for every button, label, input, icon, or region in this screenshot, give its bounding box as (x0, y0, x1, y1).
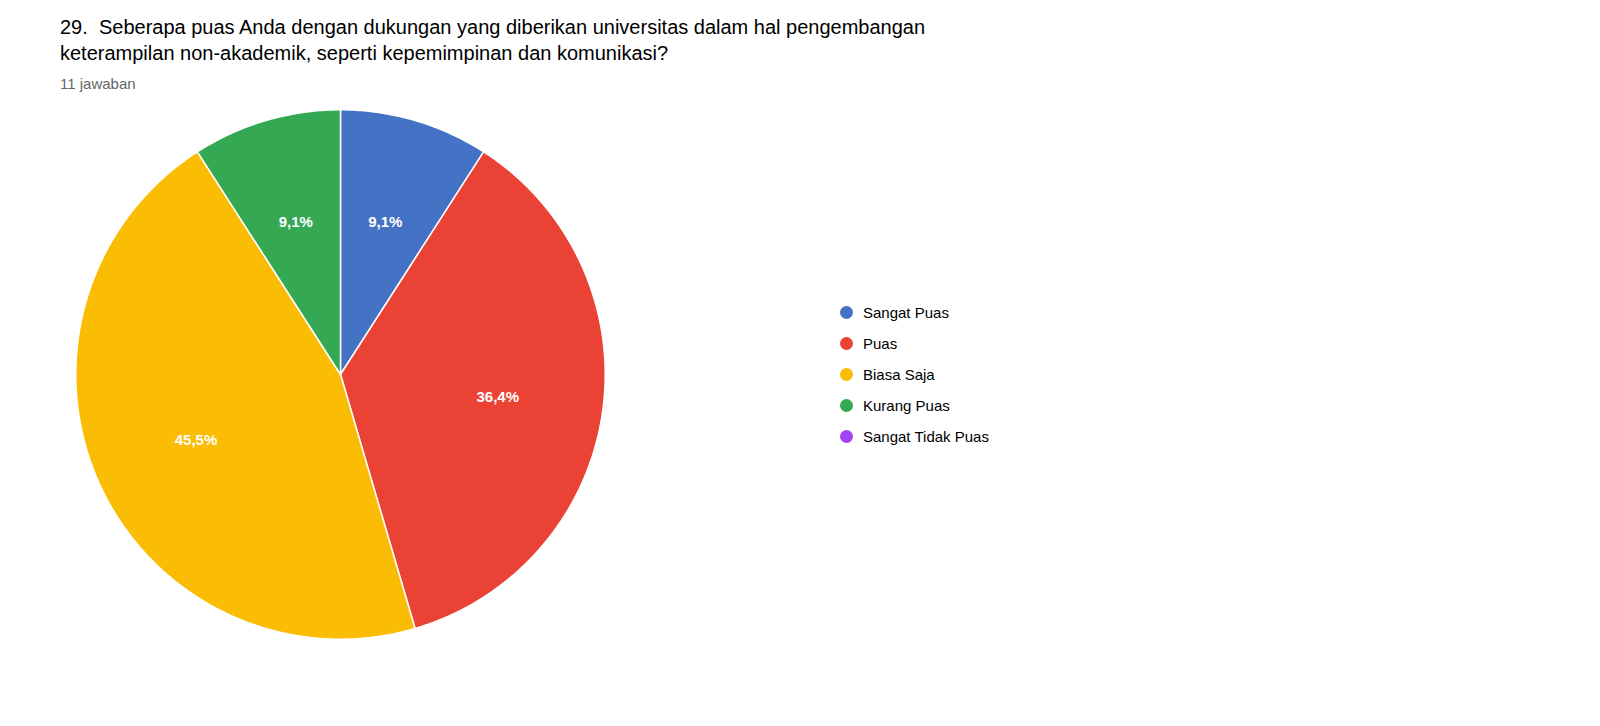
svg-text:9,1%: 9,1% (279, 213, 313, 230)
html-text:Puas: Puas (863, 334, 898, 352)
html-text:Kurang Puas: Kurang Puas (863, 396, 950, 414)
svg-text:36,4%: 36,4% (476, 388, 519, 405)
html-text:Sangat Tidak Puas: Sangat Tidak Puas (863, 427, 989, 445)
html-text:29. Seberapa puas Anda dengan: 29. Seberapa puas Anda dengan dukungan y… (60, 16, 926, 64)
html-text:Sangat Puas: Sangat Puas (863, 303, 949, 321)
svg-text:9,1%: 9,1% (368, 213, 402, 230)
html-text:Biasa Saja: Biasa Saja (863, 365, 935, 383)
html-text:11 jawaban: 11 jawaban (60, 75, 136, 92)
svg-text:45,5%: 45,5% (175, 431, 218, 448)
